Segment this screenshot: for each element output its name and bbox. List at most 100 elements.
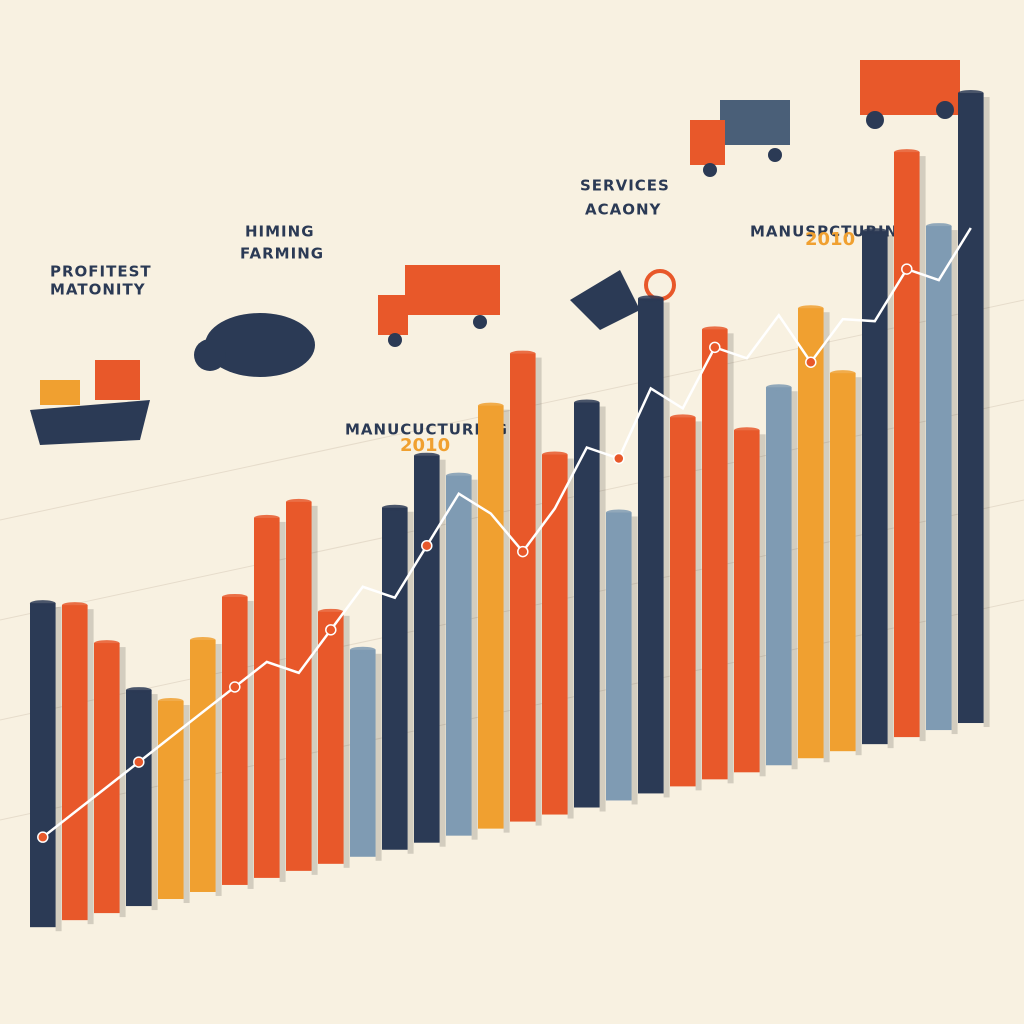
bar-top xyxy=(286,498,312,505)
trend-line xyxy=(42,227,972,839)
bar-side xyxy=(215,643,222,896)
bar-side xyxy=(343,615,350,868)
annotation: 2010 xyxy=(805,229,855,250)
bar xyxy=(350,649,376,857)
bar xyxy=(638,298,664,794)
trend-dot xyxy=(133,756,145,768)
bar-side xyxy=(727,333,734,784)
bar-top xyxy=(574,399,600,406)
bar-top xyxy=(414,452,440,459)
trend-dot xyxy=(229,681,241,693)
bar xyxy=(382,507,408,850)
bar-top xyxy=(830,370,856,377)
bar-top xyxy=(158,698,184,705)
bar xyxy=(286,501,312,871)
bar xyxy=(606,512,632,801)
bar-top xyxy=(670,414,696,421)
bar xyxy=(126,690,152,907)
bar xyxy=(30,603,56,928)
bar-side xyxy=(407,511,414,854)
trend-dot xyxy=(709,341,721,354)
bar-side xyxy=(151,694,158,911)
bar xyxy=(158,701,184,900)
bar-top xyxy=(478,402,504,409)
bar xyxy=(478,405,504,829)
bar-top xyxy=(862,228,888,235)
ship-icon xyxy=(30,360,150,445)
trend-dot xyxy=(613,452,625,465)
bar xyxy=(734,430,760,773)
bar xyxy=(766,387,792,766)
bar-side xyxy=(823,312,830,763)
bar-side xyxy=(87,609,94,925)
bar-side xyxy=(855,377,862,756)
bar-top xyxy=(222,593,248,600)
bar xyxy=(958,93,984,724)
bar-top xyxy=(126,687,152,694)
annotation: MANUCUCTURING xyxy=(345,421,508,439)
bar-side xyxy=(759,434,766,777)
machine-icon xyxy=(570,60,960,330)
bar-top xyxy=(510,350,536,357)
bar-top xyxy=(702,326,728,333)
bar-side xyxy=(247,600,254,889)
bar-top xyxy=(62,602,88,609)
bar-top xyxy=(542,451,568,458)
bar xyxy=(702,329,728,780)
annotation: MATONITY xyxy=(50,281,146,299)
trend-dot xyxy=(901,263,913,275)
bar-side xyxy=(695,421,702,791)
bar-side xyxy=(951,230,958,735)
bar xyxy=(446,475,472,836)
annotation: HIMING xyxy=(245,223,315,241)
bar-side xyxy=(119,647,126,918)
bar xyxy=(62,605,88,921)
bar xyxy=(222,596,248,885)
bar-side xyxy=(535,357,542,826)
bar-side xyxy=(631,516,638,805)
bar xyxy=(542,454,568,815)
bar-side xyxy=(279,521,286,882)
bar xyxy=(574,402,600,808)
bar-top xyxy=(253,514,280,521)
bar xyxy=(670,417,696,787)
bar xyxy=(510,353,536,822)
annotation: 2010 xyxy=(400,435,450,456)
bar-top xyxy=(606,509,632,516)
annotation: PROFITEST xyxy=(50,263,152,281)
bar xyxy=(318,611,344,864)
annotation: FARMING xyxy=(240,245,324,263)
bar xyxy=(190,639,216,892)
bar-side xyxy=(663,302,670,798)
bar-top xyxy=(734,427,760,434)
bar-side xyxy=(375,653,382,861)
trend-dot xyxy=(325,624,337,636)
bar xyxy=(414,455,440,843)
bar-side xyxy=(599,406,606,812)
bar-side xyxy=(439,459,446,847)
bar xyxy=(798,308,824,759)
bar xyxy=(254,517,280,878)
bar xyxy=(830,373,856,752)
bar-top xyxy=(190,636,216,643)
bar-side xyxy=(791,391,798,770)
trend-dot xyxy=(421,539,433,552)
bar xyxy=(94,643,120,914)
bar xyxy=(894,152,920,738)
bar-top xyxy=(958,90,984,97)
bar-side xyxy=(311,505,318,875)
bar-side xyxy=(919,156,926,742)
bar xyxy=(926,226,952,731)
bar xyxy=(862,231,888,745)
bar-side xyxy=(567,458,574,819)
bar-top xyxy=(638,295,664,302)
bar-side xyxy=(983,97,990,728)
trend-dot xyxy=(517,545,529,558)
annotation: SERVICES xyxy=(580,177,670,195)
bar-side xyxy=(55,607,62,932)
bar-top xyxy=(382,504,408,511)
bar-top xyxy=(30,600,56,607)
bar-side xyxy=(471,479,478,840)
truck-icon xyxy=(378,100,790,347)
